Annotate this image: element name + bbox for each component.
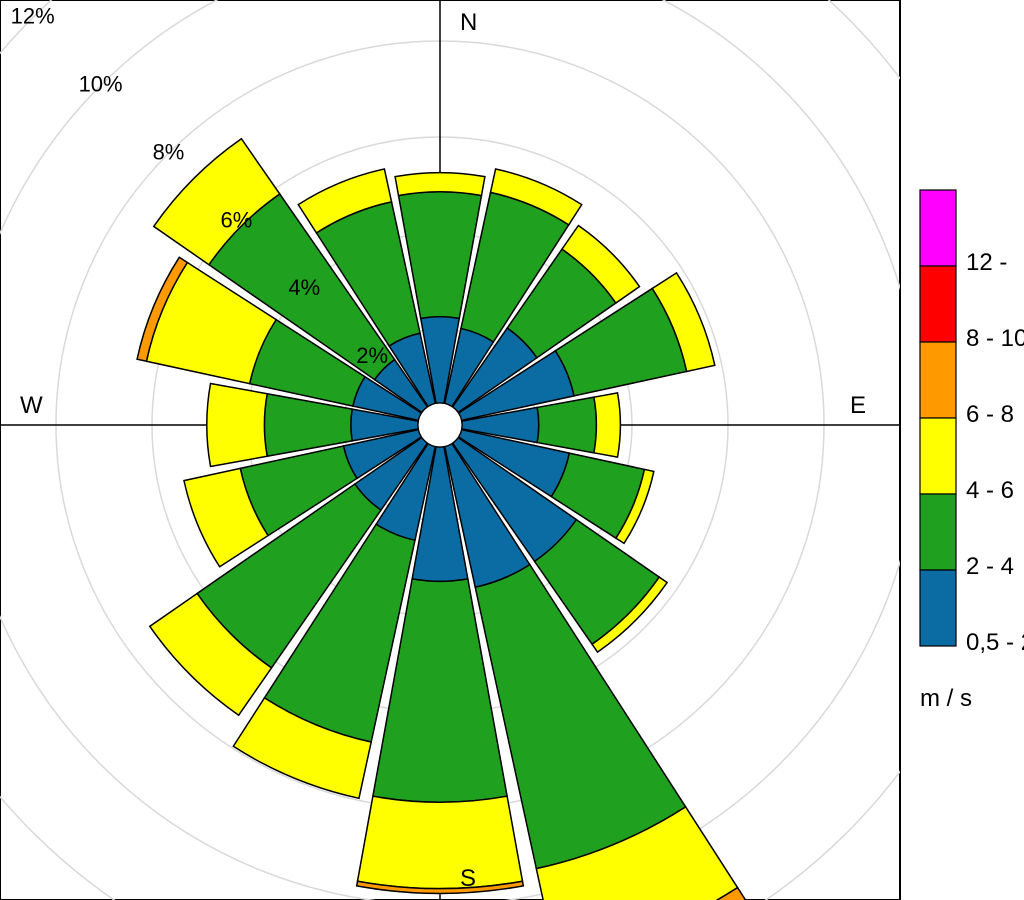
legend-swatch (920, 494, 956, 570)
legend-label: 12 - (966, 249, 1007, 276)
sector-segment (395, 173, 485, 196)
sector-segment (358, 796, 523, 888)
legend-label: 6 - 8 (966, 401, 1014, 428)
legend-swatch (920, 342, 956, 418)
center-hole (418, 403, 462, 447)
legend-unit: m / s (920, 685, 972, 712)
legend-label: 2 - 4 (966, 553, 1014, 580)
cardinal-s: S (460, 865, 476, 892)
legend-swatch (920, 190, 956, 266)
ring-label: 6% (220, 207, 252, 232)
cardinal-e: E (850, 392, 866, 419)
ring-label: 12% (11, 4, 55, 29)
wind-rose-svg: 2%4%6%8%10%12%14%16%18%NSEW12 -8 - 106 -… (0, 0, 1024, 900)
wind-rose-chart: 2%4%6%8%10%12%14%16%18%NSEW12 -8 - 106 -… (0, 0, 1024, 900)
legend-label: 0,5 - 2 (966, 629, 1024, 656)
cardinal-w: W (20, 392, 43, 419)
legend-label: 8 - 10 (966, 325, 1024, 352)
legend-label: 4 - 6 (966, 477, 1014, 504)
sector-segment (537, 397, 596, 453)
legend-swatch (920, 418, 956, 494)
ring-label: 8% (153, 139, 185, 164)
ring-label: 4% (288, 275, 320, 300)
cardinal-n: N (460, 9, 477, 36)
legend-swatch (920, 266, 956, 342)
legend-swatch (920, 570, 956, 646)
sector-segment (207, 384, 267, 467)
ring-label: 2% (356, 343, 388, 368)
sector-segment (594, 393, 620, 457)
legend: 12 - 8 - 10 6 - 8 4 - 6 2 - 4 0,5 - 2 m / s (920, 190, 1024, 712)
ring-label: 10% (79, 72, 123, 97)
